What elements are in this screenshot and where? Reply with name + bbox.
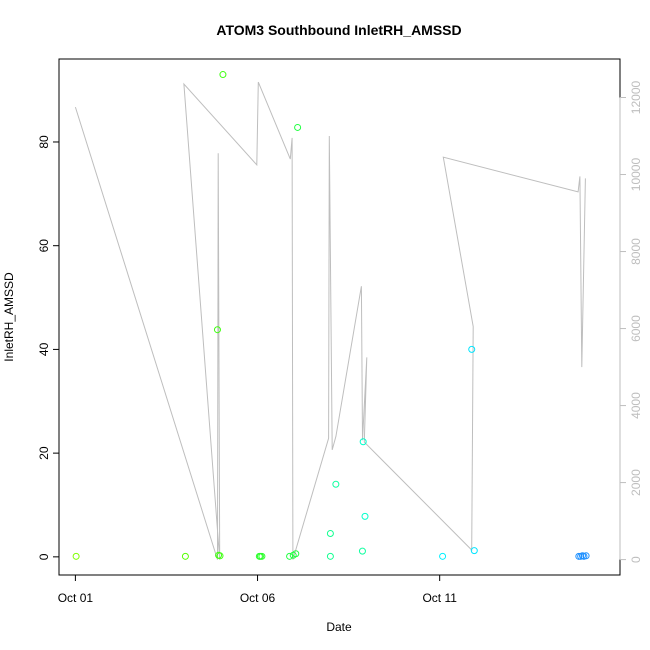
right-y-tick-label: 0: [629, 556, 643, 563]
data-point: [359, 438, 367, 446]
data-point: [213, 326, 221, 334]
data-point: [470, 547, 478, 555]
data-point: [326, 552, 334, 560]
y-tick-label: 20: [37, 446, 51, 460]
right-y-tick-label: 4000: [629, 392, 643, 419]
y-tick-label: 0: [37, 553, 51, 560]
data-point: [361, 512, 369, 520]
data-point: [575, 552, 583, 560]
x-tick-label: Oct 06: [240, 591, 276, 605]
y-tick-label: 40: [37, 342, 51, 356]
data-point: [181, 552, 189, 560]
right-y-tick-label: 8000: [629, 238, 643, 265]
data-point: [72, 552, 80, 560]
y-tick-label: 80: [37, 135, 51, 149]
data-point: [358, 547, 366, 555]
right-axis-series-line: [74, 81, 586, 560]
right-y-tick-label: 6000: [629, 315, 643, 342]
x-tick-label: Oct 01: [58, 591, 94, 605]
scatter-points: [72, 71, 590, 560]
data-point: [332, 480, 340, 488]
data-point: [216, 552, 224, 560]
data-point: [292, 550, 300, 558]
data-point: [294, 123, 302, 131]
data-point: [439, 552, 447, 560]
x-axis-label: Date: [326, 620, 352, 634]
data-point: [468, 345, 476, 353]
chart-title: ATOM3 Southbound InletRH_AMSSD: [216, 22, 461, 38]
right-y-tick-label: 10000: [629, 158, 643, 192]
plot-area: [58, 58, 621, 576]
y-axis-label: InletRH_AMSSD: [2, 272, 16, 362]
y-tick-label: 60: [37, 239, 51, 253]
axes: 0 20 40 60 80 Oct 01 Oct 06 Oct 11 0 2000 4000 6000…: [37, 80, 643, 605]
right-y-tick-label: 12000: [629, 80, 643, 114]
data-point: [219, 71, 227, 79]
x-tick-label: Oct 11: [422, 591, 457, 605]
series-line: [74, 81, 586, 560]
data-point: [326, 530, 334, 538]
data-point: [286, 552, 294, 560]
right-y-tick-label: 2000: [629, 469, 643, 496]
data-point: [258, 552, 266, 560]
data-point: [582, 552, 590, 560]
